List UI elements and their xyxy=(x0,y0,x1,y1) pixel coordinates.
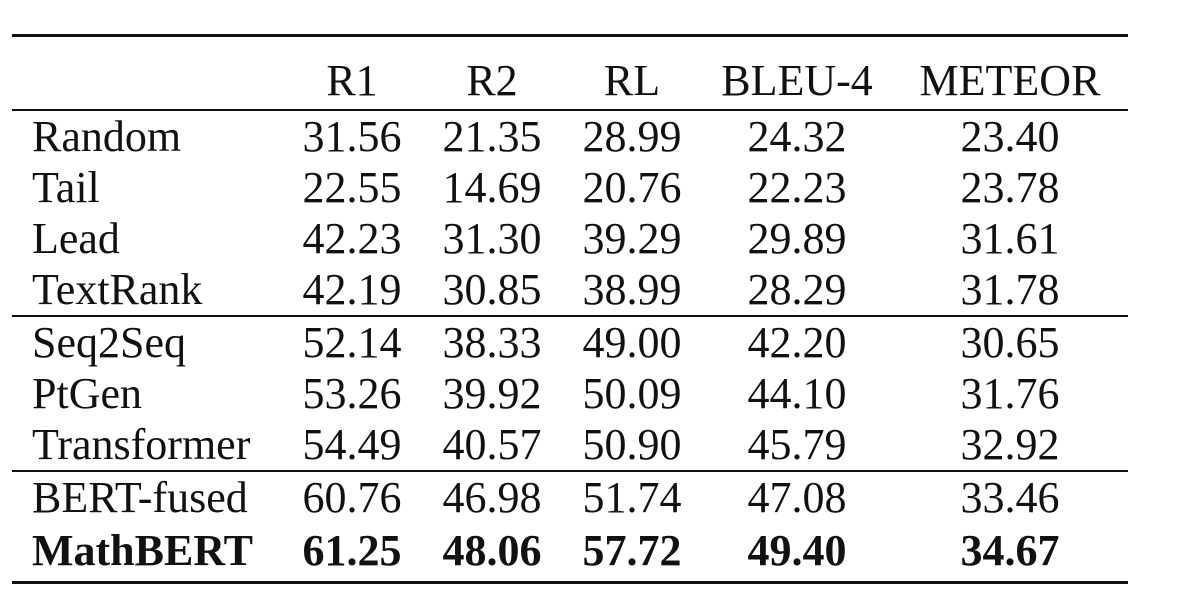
bleu4-cell: 29.89 xyxy=(747,213,847,263)
r2-cell: 21.35 xyxy=(442,111,542,161)
bleu4-cell: 42.20 xyxy=(702,315,892,368)
method-cell: BERT-fused xyxy=(12,470,282,523)
rl-cell: 49.00 xyxy=(562,315,702,368)
meteor-cell: 30.65 xyxy=(892,315,1128,368)
results-table-container: R1 R2 RL BLEU-4 METEOR Random 31.56 21.3… xyxy=(12,34,1128,584)
header-meteor: METEOR xyxy=(919,56,1101,105)
meteor-cell: 31.61 xyxy=(960,213,1060,263)
method-cell: Transformer xyxy=(32,419,251,469)
table-row: PtGen 53.26 39.92 50.09 44.10 31.76 xyxy=(12,368,1128,419)
table-row: Random 31.56 21.35 28.99 24.32 23.40 xyxy=(12,110,1128,162)
table-row: Lead 42.23 31.30 39.29 29.89 31.61 xyxy=(12,213,1128,264)
table-body: Random 31.56 21.35 28.99 24.32 23.40 Tai… xyxy=(12,110,1128,584)
table-row: TextRank 42.19 30.85 38.99 28.29 31.78 xyxy=(12,264,1128,316)
header-r1: R1 xyxy=(326,56,378,105)
meteor-cell: 32.92 xyxy=(960,419,1060,469)
header-row: R1 R2 RL BLEU-4 METEOR xyxy=(12,35,1128,111)
header-method xyxy=(12,36,282,111)
bleu4-cell: 22.23 xyxy=(747,162,847,212)
header-r2: R2 xyxy=(466,56,518,105)
bleu4-cell: 45.79 xyxy=(747,419,847,469)
r1-cell: 42.19 xyxy=(302,264,402,314)
bleu4-cell: 28.29 xyxy=(747,264,847,314)
method-cell: PtGen xyxy=(32,368,142,418)
rl-cell: 50.09 xyxy=(582,368,682,418)
r2-cell: 38.33 xyxy=(422,315,562,368)
bleu4-cell: 47.08 xyxy=(702,470,892,523)
rl-cell: 39.29 xyxy=(582,213,682,263)
rl-cell: 20.76 xyxy=(582,162,682,212)
method-cell: TextRank xyxy=(32,264,203,314)
results-table: R1 R2 RL BLEU-4 METEOR Random 31.56 21.3… xyxy=(12,34,1128,584)
r2-cell: 30.85 xyxy=(442,264,542,314)
table-row-best: MathBERT 61.25 48.06 57.72 49.40 34.67 xyxy=(12,523,1128,584)
r2-cell: 46.98 xyxy=(422,470,562,523)
method-cell: Tail xyxy=(32,162,100,212)
r2-cell: 14.69 xyxy=(442,162,542,212)
header-bleu4: BLEU-4 xyxy=(721,56,873,105)
method-cell: Seq2Seq xyxy=(12,315,282,368)
meteor-cell: 31.78 xyxy=(960,264,1060,314)
table-row: Tail 22.55 14.69 20.76 22.23 23.78 xyxy=(12,162,1128,213)
r2-cell: 40.57 xyxy=(442,419,542,469)
r1-cell: 42.23 xyxy=(302,213,402,263)
r1-cell: 54.49 xyxy=(302,419,402,469)
r1-cell: 60.76 xyxy=(282,470,422,523)
table-row: BERT-fused 60.76 46.98 51.74 47.08 33.46 xyxy=(12,470,1128,523)
meteor-cell: 31.76 xyxy=(960,368,1060,418)
meteor-cell: 33.46 xyxy=(892,470,1128,523)
r1-cell: 53.26 xyxy=(302,368,402,418)
method-cell: Random xyxy=(32,111,182,161)
table-header: R1 R2 RL BLEU-4 METEOR xyxy=(12,35,1128,111)
r1-cell: 61.25 xyxy=(282,523,422,584)
rl-cell: 50.90 xyxy=(582,419,682,469)
r1-cell: 52.14 xyxy=(282,315,422,368)
r1-cell: 31.56 xyxy=(302,111,402,161)
r2-cell: 39.92 xyxy=(442,368,542,418)
rl-cell: 57.72 xyxy=(562,523,702,584)
r1-cell: 22.55 xyxy=(302,162,402,212)
bleu4-cell: 49.40 xyxy=(702,523,892,584)
meteor-cell: 23.78 xyxy=(960,162,1060,212)
r2-cell: 48.06 xyxy=(422,523,562,584)
method-cell: MathBERT xyxy=(12,523,282,584)
table-row: Seq2Seq 52.14 38.33 49.00 42.20 30.65 xyxy=(12,315,1128,368)
r2-cell: 31.30 xyxy=(442,213,542,263)
header-rl: RL xyxy=(603,56,661,105)
rl-cell: 51.74 xyxy=(562,470,702,523)
rl-cell: 28.99 xyxy=(582,111,682,161)
bleu4-cell: 24.32 xyxy=(747,111,847,161)
meteor-cell: 23.40 xyxy=(960,111,1060,161)
table-row: Transformer 54.49 40.57 50.90 45.79 32.9… xyxy=(12,419,1128,471)
method-cell: Lead xyxy=(32,213,120,263)
bleu4-cell: 44.10 xyxy=(747,368,847,418)
meteor-cell: 34.67 xyxy=(892,523,1128,584)
rl-cell: 38.99 xyxy=(582,264,682,314)
